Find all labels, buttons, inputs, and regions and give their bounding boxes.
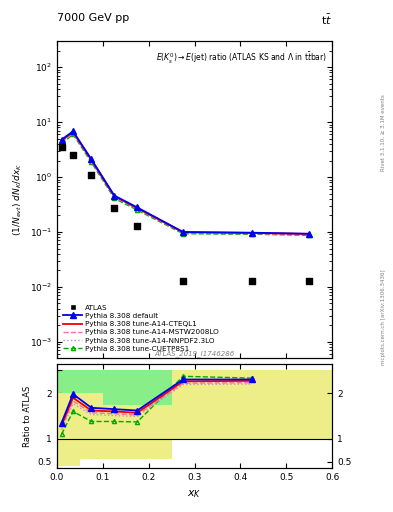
Y-axis label: Ratio to ATLAS: Ratio to ATLAS: [23, 386, 32, 446]
Text: $E(K^0_s) \rightarrow E(\mathrm{jet})$ ratio (ATLAS KS and $\Lambda$ in t$\bar{t: $E(K^0_s) \rightarrow E(\mathrm{jet})$ r…: [156, 51, 327, 66]
Text: t$\bar{t}$: t$\bar{t}$: [321, 13, 332, 27]
Point: [70, 151, 76, 159]
Point: [88, 170, 95, 179]
Point: [59, 143, 65, 151]
Text: ATLAS_2019_I1746286: ATLAS_2019_I1746286: [154, 350, 235, 357]
Text: Rivet 3.1.10, ≥ 3.1M events: Rivet 3.1.10, ≥ 3.1M events: [381, 95, 386, 172]
Legend: ATLAS, Pythia 8.308 default, Pythia 8.308 tune-A14-CTEQL1, Pythia 8.308 tune-A14: ATLAS, Pythia 8.308 default, Pythia 8.30…: [61, 302, 222, 355]
Text: mcplots.cern.ch [arXiv:1306.3436]: mcplots.cern.ch [arXiv:1306.3436]: [381, 270, 386, 365]
Point: [134, 222, 140, 230]
Text: 7000 GeV pp: 7000 GeV pp: [57, 13, 129, 23]
Point: [306, 276, 312, 285]
Point: [180, 276, 186, 285]
Y-axis label: $(1/N_{evt})$ $dN_K/dx_K$: $(1/N_{evt})$ $dN_K/dx_K$: [12, 163, 24, 236]
X-axis label: $x_K$: $x_K$: [187, 488, 202, 500]
Point: [111, 204, 118, 212]
Point: [249, 276, 255, 285]
